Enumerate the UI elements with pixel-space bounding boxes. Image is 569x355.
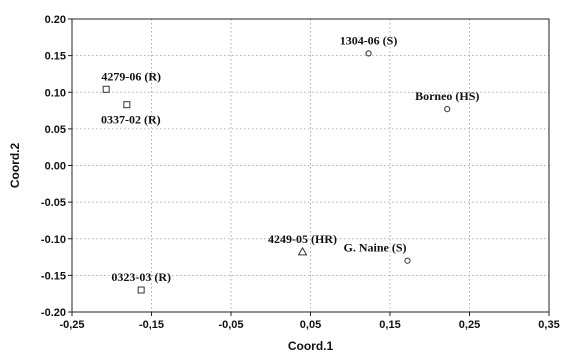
axis-ticks: -0,25 -0,15 -0,05 0,05 0,15 0,25 0,35 0.20 0.15 0… (41, 14, 560, 331)
x-tick-label: -0,05 (218, 319, 243, 331)
grid-lines (72, 19, 549, 312)
square-marker (123, 101, 131, 109)
square-marker (102, 85, 110, 93)
y-tick-label: -0.10 (41, 234, 66, 246)
point-label: G. Naine (S) (343, 241, 406, 255)
y-tick-label: -0.05 (41, 197, 66, 209)
x-tick-label: -0,15 (139, 319, 164, 331)
point-label: Borneo (HS) (415, 89, 479, 103)
circle-marker (365, 50, 372, 57)
x-tick-label: 0,05 (300, 319, 321, 331)
y-tick-label: 0.15 (45, 51, 66, 63)
point-label: 1304-06 (S) (340, 33, 398, 47)
point-label: 4279-06 (R) (101, 69, 161, 83)
x-tick-label: -0,25 (59, 319, 84, 331)
point-label: 4249-05 (HR) (268, 232, 337, 246)
y-tick-label: -0.20 (41, 307, 66, 319)
y-tick-label: 0.10 (45, 87, 66, 99)
square-marker (137, 286, 145, 294)
data-points: 1304-06 (S) 4279-06 (R) 0337-02 (R) Borneo … (101, 33, 479, 294)
y-tick-label: 0.00 (45, 161, 66, 173)
point-label: 0323-03 (R) (111, 270, 171, 284)
y-tick-label: -0.15 (41, 270, 66, 282)
x-tick-label: 0,15 (379, 319, 400, 331)
triangle-marker (297, 246, 308, 256)
y-tick-label: 0.05 (45, 124, 66, 136)
circle-marker (404, 257, 411, 264)
x-tick-label: 0,25 (459, 319, 480, 331)
circle-marker (444, 105, 451, 113)
y-axis-label: Coord.2 (8, 143, 22, 189)
point-label: 0337-02 (R) (101, 113, 161, 127)
x-tick-label: 0,35 (538, 319, 559, 331)
x-axis-label: Coord.1 (288, 339, 334, 353)
y-tick-label: 0.20 (45, 14, 66, 26)
